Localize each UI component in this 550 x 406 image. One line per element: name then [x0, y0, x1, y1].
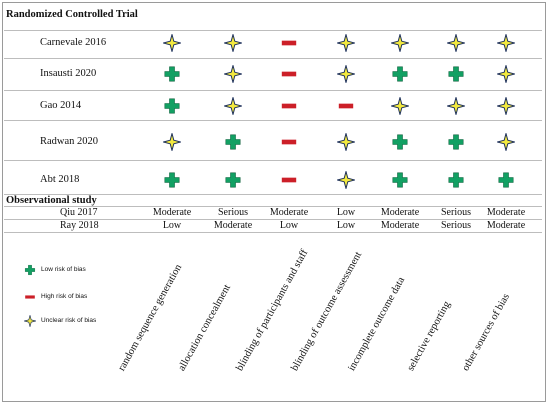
legend-red-minus-icon: [25, 295, 35, 299]
obs-rating-cell: Low: [279, 220, 299, 231]
obs-rating-cell: Serious: [441, 207, 471, 218]
legend-green-plus-icon: [25, 265, 35, 275]
rct-study-label: Gao 2014: [40, 100, 82, 111]
legend-label: Unclear risk of bias: [41, 317, 97, 324]
green-plus-icon: [498, 172, 514, 188]
rct-section-title: Randomized Controlled Trial: [6, 9, 138, 20]
obs-section-title: Observational study: [6, 195, 97, 206]
obs-study-label: Qiu 2017: [60, 207, 98, 218]
obs-rating-cell: Serious: [218, 207, 248, 218]
green-plus-icon: [225, 134, 241, 150]
green-plus-icon: [164, 98, 180, 114]
rct-study-label: Radwan 2020: [40, 136, 99, 147]
green-plus-icon: [164, 66, 180, 82]
obs-row-divider: [4, 219, 542, 220]
figure-frame: [2, 2, 546, 402]
rct-row-divider: [4, 90, 542, 91]
green-plus-icon: [448, 172, 464, 188]
green-plus-icon: [448, 66, 464, 82]
obs-rating-cell: Moderate: [486, 207, 526, 218]
yellow-star-icon: [496, 64, 516, 84]
obs-row-divider: [4, 206, 542, 207]
yellow-star-icon: [336, 33, 356, 53]
red-minus-icon: [281, 71, 297, 77]
red-minus-icon: [338, 103, 354, 109]
obs-row-divider: [4, 232, 542, 233]
rct-study-label: Abt 2018: [40, 174, 80, 185]
rct-row-divider: [4, 120, 542, 121]
green-plus-icon: [392, 66, 408, 82]
red-minus-icon: [281, 103, 297, 109]
obs-rating-cell: Moderate: [213, 220, 253, 231]
legend-label: High risk of bias: [41, 293, 88, 300]
yellow-star-icon: [496, 132, 516, 152]
yellow-star-icon: [390, 33, 410, 53]
yellow-star-icon: [223, 64, 243, 84]
yellow-star-icon: [162, 33, 182, 53]
rct-row-divider: [4, 58, 542, 59]
green-plus-icon: [392, 172, 408, 188]
yellow-star-icon: [336, 64, 356, 84]
yellow-star-icon: [390, 96, 410, 116]
rct-row-divider: [4, 160, 542, 161]
rct-row-divider: [4, 194, 542, 195]
yellow-star-icon: [223, 96, 243, 116]
yellow-star-icon: [162, 132, 182, 152]
green-plus-icon: [448, 134, 464, 150]
obs-rating-cell: Low: [336, 220, 356, 231]
obs-study-label: Ray 2018: [60, 220, 99, 231]
yellow-star-icon: [496, 33, 516, 53]
obs-rating-cell: Moderate: [486, 220, 526, 231]
yellow-star-icon: [336, 170, 356, 190]
obs-rating-cell: Moderate: [380, 220, 420, 231]
rct-study-label: Insausti 2020: [40, 68, 97, 79]
red-minus-icon: [281, 177, 297, 183]
rct-row-divider: [4, 30, 542, 31]
green-plus-icon: [225, 172, 241, 188]
red-minus-icon: [281, 40, 297, 46]
legend-yellow-star-icon: [23, 314, 37, 328]
red-minus-icon: [281, 139, 297, 145]
yellow-star-icon: [336, 132, 356, 152]
yellow-star-icon: [446, 96, 466, 116]
green-plus-icon: [392, 134, 408, 150]
yellow-star-icon: [223, 33, 243, 53]
yellow-star-icon: [446, 33, 466, 53]
obs-rating-cell: Low: [336, 207, 356, 218]
yellow-star-icon: [496, 96, 516, 116]
green-plus-icon: [164, 172, 180, 188]
obs-rating-cell: Moderate: [269, 207, 309, 218]
obs-rating-cell: Moderate: [152, 207, 192, 218]
obs-rating-cell: Low: [162, 220, 182, 231]
obs-rating-cell: Serious: [441, 220, 471, 231]
legend-label: Low risk of bias: [41, 266, 86, 273]
rct-study-label: Carnevale 2016: [40, 37, 107, 48]
obs-rating-cell: Moderate: [380, 207, 420, 218]
